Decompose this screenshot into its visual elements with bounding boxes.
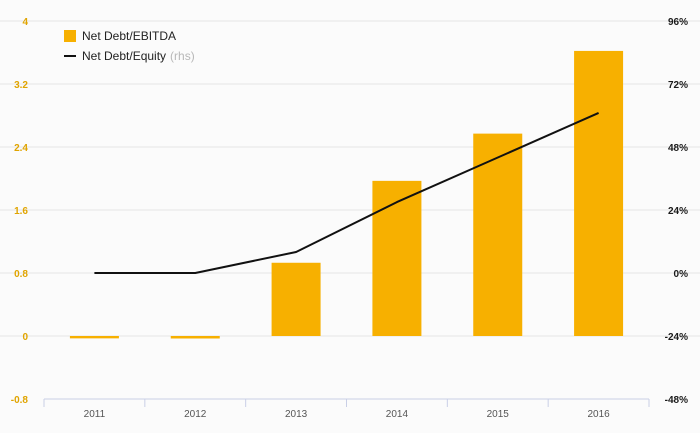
bar-2013 <box>271 262 321 336</box>
x-tick-label: 2012 <box>184 409 207 420</box>
right-tick-label: 72% <box>668 80 688 91</box>
bar-2011 <box>69 336 119 339</box>
legend-line-label: Net Debt/Equity (rhs) <box>82 49 195 63</box>
bar-series <box>69 50 624 339</box>
bar-2015 <box>473 133 523 336</box>
legend-line-suffix: (rhs) <box>170 49 195 63</box>
left-tick-label: 2.4 <box>14 143 28 154</box>
bar-2014 <box>372 180 422 336</box>
x-tick-label: 2016 <box>587 409 610 420</box>
legend-bar-label: Net Debt/EBITDA <box>82 29 176 43</box>
x-tick-label: 2014 <box>386 409 409 420</box>
x-tick-label: 2011 <box>84 409 106 420</box>
right-tick-label: 96% <box>668 17 688 28</box>
net-debt-equity-line <box>94 111 600 274</box>
x-axis: 2011 2012 2013 2014 2015 2016 <box>43 398 650 420</box>
left-tick-label: 1.6 <box>14 206 28 217</box>
legend-line-name: Net Debt/Equity <box>82 49 166 63</box>
right-tick-label: -24% <box>665 332 688 343</box>
line-series <box>94 111 600 274</box>
right-tick-label: 48% <box>668 143 688 154</box>
right-tick-label: 0% <box>674 269 689 280</box>
left-y-axis: -0.8 0 0.8 1.6 2.4 3.2 4 <box>11 17 29 406</box>
right-tick-label: 24% <box>668 206 688 217</box>
left-tick-label: -0.8 <box>11 395 29 406</box>
x-tick-label: 2015 <box>487 409 510 420</box>
right-y-axis: -48% -24% 0% 24% 48% 72% 96% <box>665 17 688 406</box>
right-tick-label: -48% <box>665 395 688 406</box>
x-tick-label: 2013 <box>285 409 308 420</box>
left-tick-label: 4 <box>22 17 28 28</box>
bar-2012 <box>170 336 220 339</box>
bar-2016 <box>574 50 624 337</box>
left-tick-label: 0 <box>22 332 28 343</box>
left-tick-label: 0.8 <box>14 269 28 280</box>
legend-bar-swatch <box>64 30 76 42</box>
left-tick-label: 3.2 <box>14 80 28 91</box>
legend: Net Debt/EBITDA Net Debt/Equity (rhs) <box>64 29 195 63</box>
